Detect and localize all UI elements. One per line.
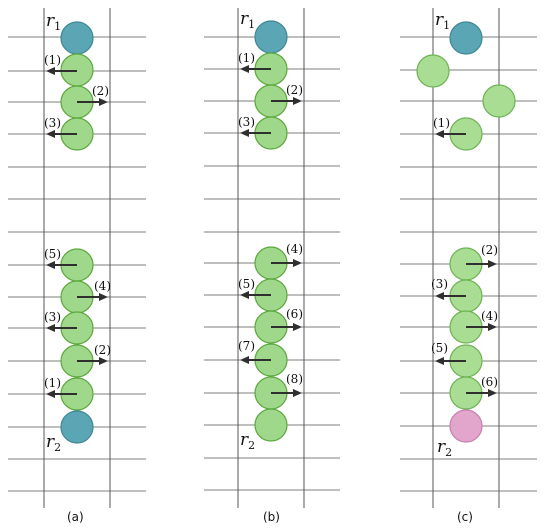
move-label: (1) — [44, 376, 61, 390]
move-arrow-right — [77, 98, 108, 106]
robot-circle — [482, 84, 516, 118]
panel-caption: (c) — [457, 510, 473, 524]
move-arrow-left — [240, 65, 271, 73]
move-arrow-left — [435, 130, 466, 138]
move-label: (4) — [286, 242, 303, 256]
move-label: (6) — [286, 307, 303, 321]
move-label: (1) — [44, 53, 61, 67]
move-label: (3) — [44, 310, 61, 324]
robot-r1-label: r1 — [240, 9, 255, 31]
move-label: (3) — [238, 115, 255, 129]
move-label: (3) — [431, 277, 448, 291]
move-label: (7) — [238, 339, 255, 353]
move-arrow-left — [46, 390, 77, 398]
robot-r2-label: r2 — [437, 437, 452, 459]
panel-a: r1 (1) (2) (3) r2 (5) — [8, 8, 146, 524]
move-label: (4) — [94, 279, 111, 293]
move-arrow-left — [435, 357, 466, 365]
move-label: (2) — [94, 343, 111, 357]
move-label: (1) — [433, 116, 450, 130]
panel-caption: (b) — [263, 510, 280, 524]
robot-r1-circle — [60, 21, 94, 55]
move-label: (5) — [238, 277, 255, 291]
panel-caption: (a) — [67, 510, 84, 524]
robot-circle — [416, 54, 450, 88]
move-arrow-left — [435, 292, 466, 300]
move-label: (8) — [286, 372, 303, 386]
robot-r2-label: r2 — [240, 430, 255, 452]
move-label: (2) — [92, 84, 109, 98]
move-arrow-right — [77, 357, 108, 365]
move-label: (1) — [238, 51, 255, 65]
robot-r1-circle — [449, 21, 483, 55]
move-arrow-right — [271, 323, 302, 331]
move-arrow-left — [46, 261, 77, 269]
panel-b: r1 (1) (2) (3) r2 (4) — [204, 8, 340, 524]
robot-r2-circle — [449, 409, 483, 443]
move-label: (4) — [481, 309, 498, 323]
move-arrow-right — [466, 323, 497, 331]
move-arrow-right — [77, 293, 108, 301]
move-arrow-left — [46, 130, 77, 138]
robot-r1-label: r1 — [46, 11, 61, 33]
move-label: (2) — [286, 83, 303, 97]
robot-r2-label: r2 — [46, 432, 61, 454]
move-arrow-right — [271, 97, 302, 105]
robot-r2-circle — [60, 410, 94, 444]
panel-c: r1 (1) r2 (2) (3) (4) — [400, 8, 537, 524]
robot-r1-label: r1 — [435, 10, 450, 32]
move-arrow-left — [240, 356, 271, 364]
move-arrow-right — [271, 259, 302, 267]
move-label: (6) — [481, 375, 498, 389]
move-arrow-right — [466, 389, 497, 397]
robot-r2-circle — [254, 408, 288, 442]
move-arrow-left — [46, 67, 77, 75]
move-label: (3) — [44, 116, 61, 130]
move-arrow-left — [240, 291, 271, 299]
move-arrow-left — [46, 324, 77, 332]
move-label: (2) — [481, 243, 498, 257]
move-arrow-left — [240, 129, 271, 137]
move-label: (5) — [431, 341, 448, 355]
robot-r1-circle — [254, 20, 288, 54]
panel-b-grid — [204, 8, 340, 508]
move-arrow-right — [466, 260, 497, 268]
move-label: (5) — [44, 247, 61, 261]
move-arrow-right — [271, 389, 302, 397]
